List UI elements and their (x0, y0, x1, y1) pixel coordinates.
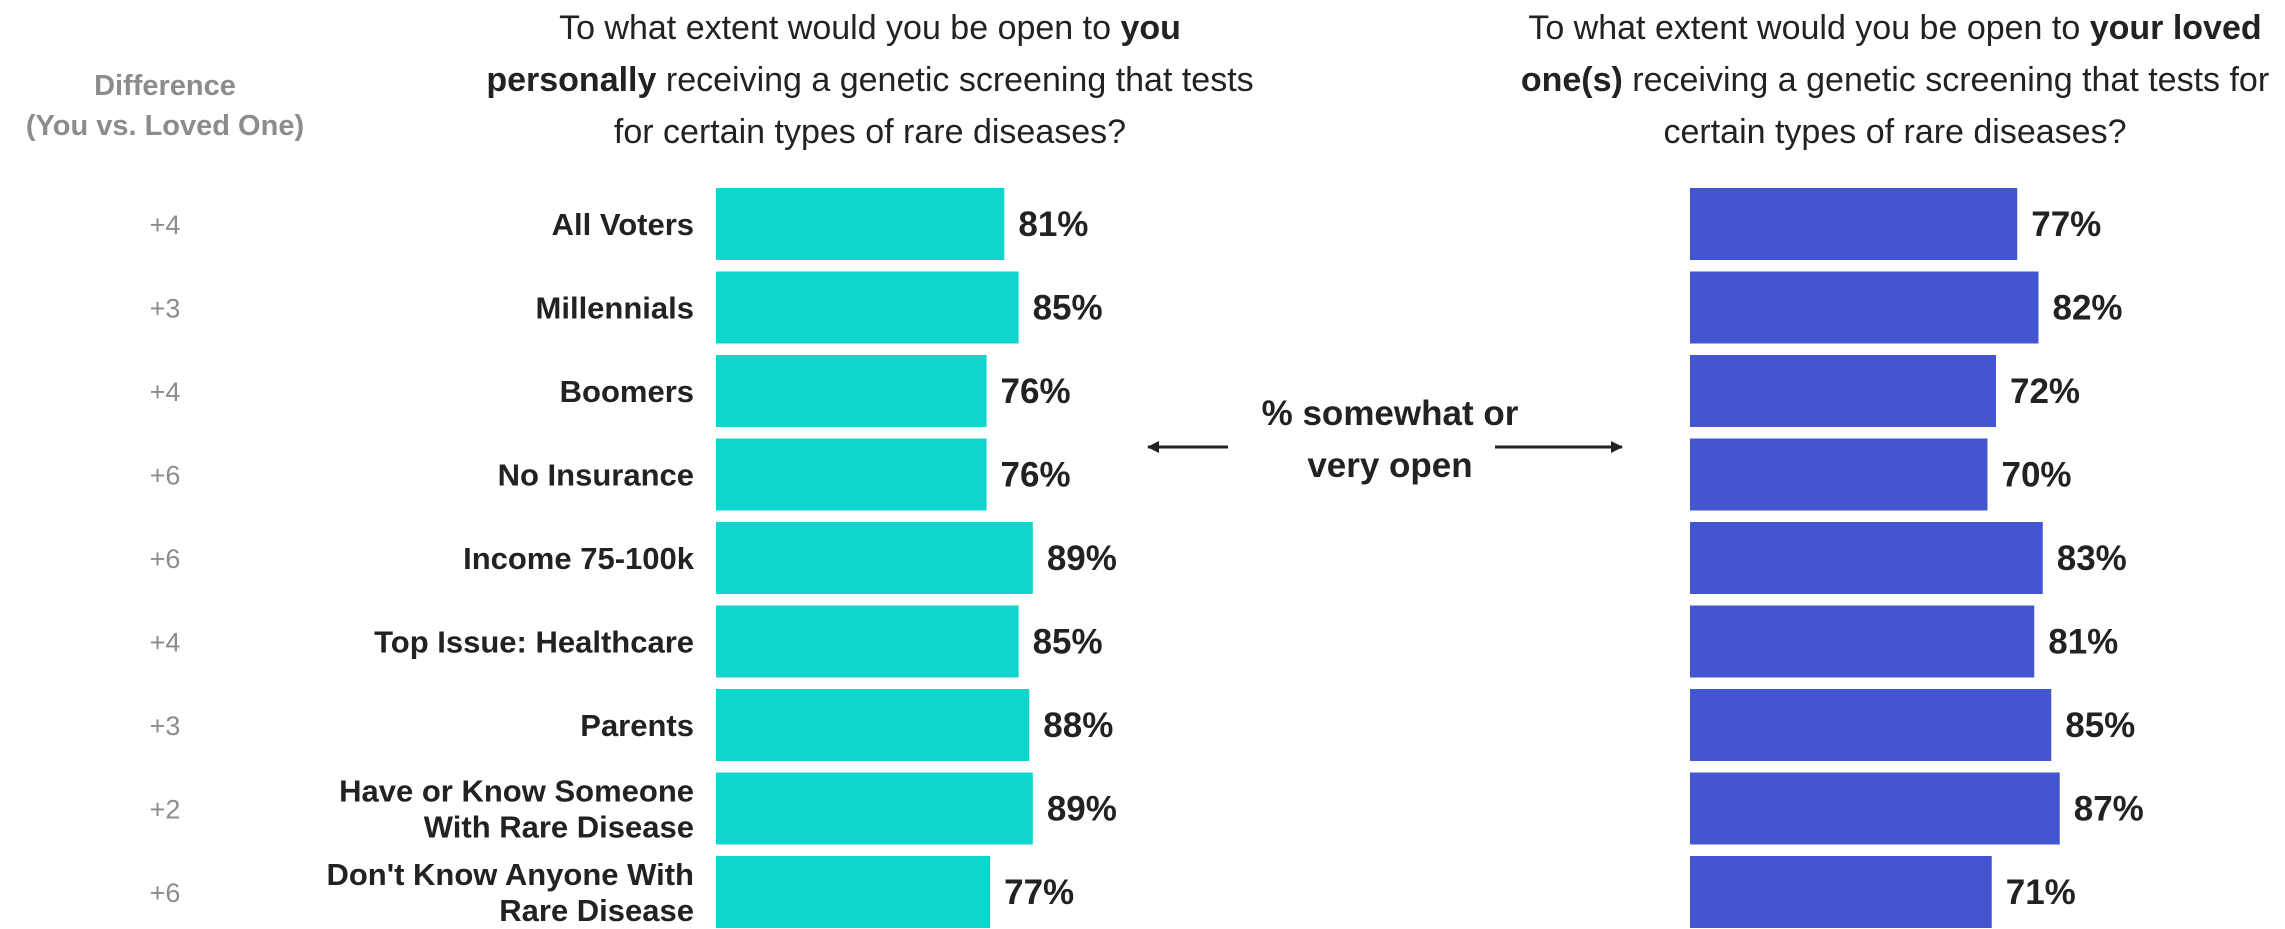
center-measure-label: % somewhat or very open (1230, 388, 1550, 492)
center-label-line2: very open (1307, 446, 1473, 485)
difference-value: +6 (150, 878, 181, 908)
category-label: Boomers (560, 374, 694, 409)
bar-loved-one (1690, 188, 2018, 260)
difference-value: +4 (150, 210, 181, 240)
bar-you (716, 689, 1030, 761)
bar-you (716, 271, 1019, 344)
value-label-you: 85% (1033, 289, 1103, 328)
bar-loved-one (1690, 772, 2060, 845)
center-label-line1: % somewhat or (1261, 394, 1519, 433)
value-label-loved-one: 83% (2057, 539, 2127, 578)
difference-value: +6 (150, 461, 181, 491)
category-label: Top Issue: Healthcare (374, 625, 694, 660)
bar-loved-one (1690, 856, 1992, 928)
category-label: Have or Know Someone With Rare Disease (339, 774, 694, 845)
bar-you (716, 856, 991, 928)
question-you-pre: To what extent would you be open to (559, 9, 1121, 47)
bar-loved-one (1690, 438, 1988, 511)
bar-loved-one (1690, 689, 2052, 761)
category-label: No Insurance (498, 458, 694, 493)
value-label-loved-one: 82% (2053, 289, 2123, 328)
question-loved-one: To what extent would you be open to your… (1505, 2, 2285, 158)
difference-value: +2 (150, 795, 181, 825)
difference-value: +3 (150, 711, 181, 741)
value-label-you: 76% (1001, 456, 1071, 495)
category-label: Income 75-100k (463, 541, 695, 576)
question-you-post: receiving a genetic screening that tests… (613, 61, 1254, 151)
bar-you (716, 188, 1005, 260)
difference-header-line1: Difference (94, 70, 236, 102)
difference-value: +4 (150, 628, 181, 658)
value-label-loved-one: 85% (2065, 706, 2135, 745)
value-label-you: 89% (1047, 790, 1117, 829)
category-label: All Voters (552, 207, 694, 242)
value-label-you: 76% (1001, 372, 1071, 411)
category-label: Don't Know Anyone With Rare Disease (326, 857, 694, 928)
bar-you (716, 438, 987, 511)
bar-you (716, 772, 1033, 845)
difference-header: Difference (You vs. Loved One) (0, 66, 330, 146)
question-loved-one-pre: To what extent would you be open to (1528, 9, 2090, 47)
bar-you (716, 522, 1033, 594)
question-you-bold: you personally (486, 9, 1181, 99)
bar-loved-one (1690, 522, 2043, 594)
bar-loved-one (1690, 605, 2035, 678)
bar-loved-one (1690, 271, 2039, 344)
value-label-loved-one: 87% (2074, 790, 2144, 829)
value-label-you: 85% (1033, 623, 1103, 662)
difference-value: +3 (150, 294, 181, 324)
difference-value: +6 (150, 544, 181, 574)
question-you: To what extent would you be open to you … (470, 2, 1270, 158)
bar-loved-one (1690, 355, 1996, 427)
category-label: Parents (580, 708, 694, 743)
value-label-loved-one: 72% (2010, 372, 2080, 411)
value-label-loved-one: 71% (2006, 873, 2076, 912)
question-loved-one-bold: your loved one(s) (1520, 9, 2262, 99)
value-label-you: 77% (1004, 873, 1074, 912)
value-label-loved-one: 77% (2031, 205, 2101, 244)
value-label-you: 81% (1018, 205, 1088, 244)
value-label-you: 88% (1043, 706, 1113, 745)
chart-rows: +4 All Voters 81% 77% +3 Millennials 85% 82% +4 B… (150, 188, 2144, 928)
question-loved-one-post: receiving a genetic screening that tests… (1622, 61, 2270, 151)
difference-value: +4 (150, 377, 181, 407)
value-label-you: 89% (1047, 539, 1117, 578)
bar-you (716, 355, 987, 427)
difference-header-line2: (You vs. Loved One) (25, 110, 305, 142)
value-label-loved-one: 81% (2048, 623, 2118, 662)
bar-you (716, 605, 1019, 678)
value-label-loved-one: 70% (2002, 456, 2072, 495)
category-label: Millennials (536, 291, 694, 326)
